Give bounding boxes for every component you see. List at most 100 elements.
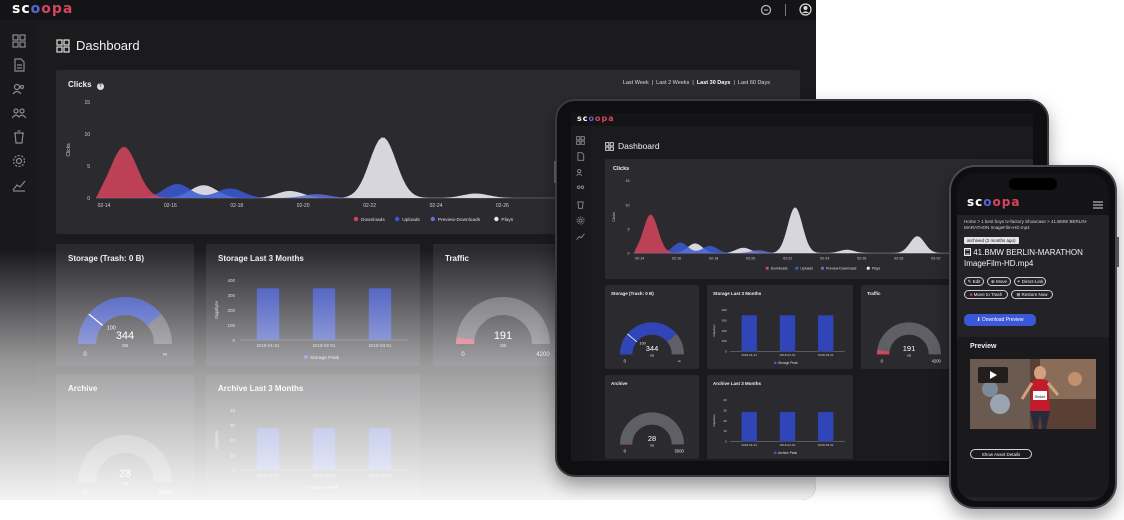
- legend-entry: Plays: [872, 267, 881, 271]
- page-title: Dashboard: [56, 38, 140, 53]
- storage-bar-chart: 0 100 200 300 400 Gigabyte 2018-01-01 2018-02-0…: [214, 278, 408, 361]
- restore-now-label: Restore Now: [1021, 292, 1048, 297]
- restore-icon: ⊞: [1016, 291, 1021, 297]
- x-tick-label: 2018-03-01: [368, 473, 392, 478]
- gauge-value: 191: [903, 344, 915, 353]
- logo[interactable]: scoopa: [577, 114, 615, 123]
- menu-icon[interactable]: [1093, 201, 1103, 209]
- download-icon: ⬇: [976, 317, 981, 323]
- phone-notch: [1009, 178, 1057, 190]
- legend-entry: Storage Peak: [310, 355, 340, 361]
- legend-entry: Preview-Downloads: [438, 217, 481, 223]
- trash-icon: ■: [969, 292, 973, 297]
- y-axis-label: Gigabyte: [214, 430, 219, 449]
- gauge-min: 0: [881, 359, 884, 364]
- gauge-value: 191: [494, 330, 512, 342]
- legend-marker: [773, 361, 777, 365]
- range-option[interactable]: Last Week: [622, 80, 649, 86]
- search-icon[interactable]: [760, 4, 772, 16]
- y-tick-label: 0: [725, 440, 727, 444]
- gear-icon[interactable]: [12, 154, 26, 168]
- y-tick-label: 300: [722, 318, 727, 322]
- archive-months-title-text: Archive Last 3 Months: [713, 381, 762, 386]
- legend-marker: [820, 266, 825, 270]
- help-icon[interactable]: ?: [96, 83, 104, 90]
- groups-icon[interactable]: [576, 184, 585, 193]
- gauge-marker-label: 100: [640, 342, 646, 346]
- download-preview-button[interactable]: ⬇ Download Preview: [964, 314, 1036, 326]
- divider: |: [733, 80, 735, 86]
- bar: [779, 315, 796, 352]
- direct-link-button[interactable]: ⚭ Direct-Link: [1014, 277, 1046, 286]
- x-tick-label: 02-16: [672, 257, 681, 261]
- y-tick-label: 15: [84, 100, 90, 106]
- x-tick-label: 2018-01-01: [741, 443, 757, 447]
- legend-marker: [395, 216, 400, 222]
- y-tick-label: 200: [227, 308, 235, 313]
- phone-side-button: [1117, 237, 1119, 267]
- divider: |: [692, 80, 694, 86]
- page-title-text: Dashboard: [76, 38, 140, 53]
- document-icon[interactable]: [12, 58, 26, 72]
- logo-part: sc: [577, 114, 589, 123]
- gauge-max: 4200: [932, 359, 942, 364]
- x-tick-label: 02-22: [783, 257, 792, 261]
- y-tick-label: 15: [625, 179, 629, 183]
- range-option[interactable]: Last 2 Weeks: [656, 80, 690, 86]
- gauge-max: ∞: [163, 352, 167, 358]
- users-icon[interactable]: [576, 168, 585, 177]
- storage-title-text: Storage (Trash: 0 B): [611, 291, 654, 296]
- y-tick-label: 30: [723, 408, 727, 412]
- show-asset-details-button[interactable]: Show Asset Details: [970, 449, 1032, 459]
- gauge-unit: GB: [122, 343, 129, 348]
- play-button[interactable]: [978, 367, 1008, 383]
- user-icon[interactable]: [799, 3, 812, 16]
- link-icon: ⚭: [1016, 278, 1021, 284]
- logo[interactable]: scoopa: [967, 195, 1020, 209]
- legend-entry: Uploads: [800, 267, 813, 271]
- film-icon: [964, 248, 971, 256]
- range-option-active[interactable]: Last 30 Days: [696, 80, 731, 86]
- legend-marker: [304, 485, 308, 489]
- bar: [741, 315, 757, 352]
- dashboard-icon[interactable]: [12, 34, 26, 48]
- move-button[interactable]: ⊕ Move: [987, 277, 1011, 286]
- bar: [741, 412, 757, 442]
- gauge-max: 5000: [675, 449, 685, 454]
- x-tick-label: 02-18: [709, 257, 718, 261]
- phone-device: scoopa Home > 1 best boys tv-factory Sho…: [949, 165, 1119, 509]
- trash-icon[interactable]: [12, 130, 26, 144]
- groups-icon[interactable]: [12, 106, 26, 120]
- bar: [256, 288, 280, 340]
- tablet-device: scoopa Dashboard Clicks 0 5 10 15 Clicks 02-1…: [554, 99, 1049, 477]
- analytics-icon[interactable]: [12, 178, 26, 192]
- trash-icon[interactable]: [576, 200, 585, 209]
- edit-button[interactable]: ✎ Edit: [964, 277, 984, 286]
- analytics-icon[interactable]: [576, 232, 585, 241]
- traffic-title: Traffic: [867, 291, 881, 296]
- move-to-trash-button[interactable]: ■ Move to Trash: [964, 290, 1008, 299]
- dashboard-icon[interactable]: [576, 136, 585, 145]
- gear-icon[interactable]: [576, 216, 585, 225]
- bar: [818, 315, 834, 352]
- y-tick-label: 20: [230, 438, 236, 443]
- logo[interactable]: scoopa: [12, 1, 73, 17]
- breadcrumb[interactable]: Home > 1 best boys tv-factory Showcase >…: [964, 219, 1088, 230]
- clicks-chart: 0 5 10 15 Clicks 02-14 02-16 02-18 02-20 02-22 02-…: [612, 179, 1016, 271]
- restore-now-button[interactable]: ⊞ Restore Now: [1011, 290, 1053, 299]
- archived-badge: archived (2 months ago): [964, 237, 1019, 244]
- range-option[interactable]: Last 60 Days: [737, 80, 770, 86]
- runner-bib-text: Sinkie: [1035, 394, 1047, 399]
- y-tick-label: 0: [232, 468, 235, 473]
- document-icon[interactable]: [576, 152, 585, 161]
- logo-part: sc: [967, 195, 984, 209]
- video-preview[interactable]: Sinkie: [970, 359, 1096, 429]
- users-icon[interactable]: [12, 82, 26, 96]
- archive-title: Archive: [611, 381, 628, 386]
- preview-section: Preview Sinkie: [957, 337, 1109, 497]
- x-tick-label: 02-22: [363, 203, 376, 209]
- page-title-text: Dashboard: [618, 141, 660, 151]
